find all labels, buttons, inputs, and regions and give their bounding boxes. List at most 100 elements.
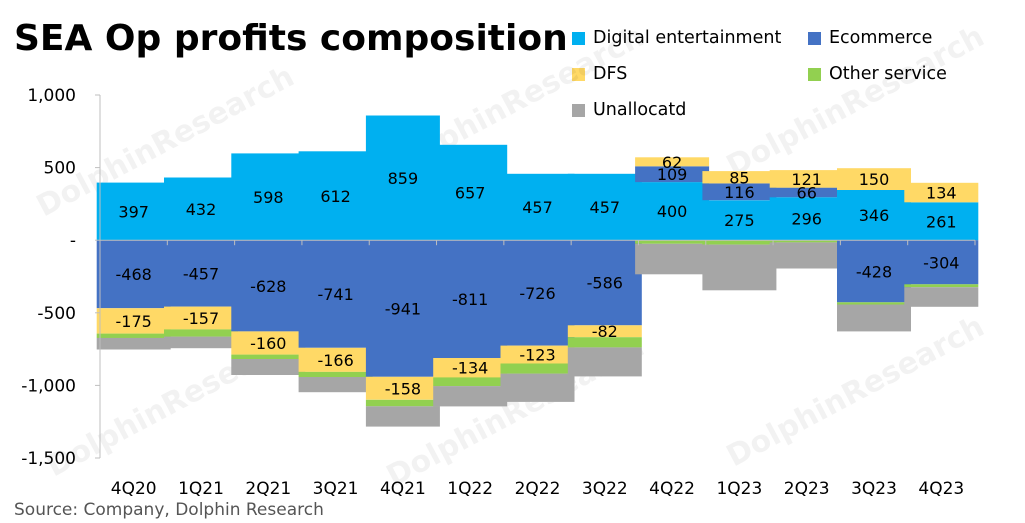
bar-1-7: [567, 240, 642, 326]
bar-4-12: [904, 287, 979, 307]
legend-label: Digital entertainment: [593, 28, 782, 48]
data-label-2-7: -82: [592, 322, 618, 341]
bar-4-1: [164, 336, 238, 349]
bar-1-1: [164, 240, 238, 307]
x-tick-label-5: 1Q22: [447, 479, 493, 499]
legend-item-4: Unallocatd: [572, 100, 686, 120]
bar-0-5: [433, 144, 508, 241]
x-tick-label-9: 1Q23: [716, 479, 762, 499]
legend-swatch: [572, 103, 585, 117]
data-label-1-7: -586: [587, 274, 623, 293]
data-label-0-3: 612: [320, 187, 351, 206]
data-label-0-10: 296: [791, 210, 822, 229]
x-tick-label-12: 4Q23: [918, 479, 964, 499]
bar-0-2: [231, 153, 306, 241]
x-tick-label-1: 1Q21: [178, 479, 224, 499]
bar-3-1: [164, 329, 238, 337]
source-note: Source: Company, Dolphin Research: [14, 500, 324, 520]
bar-2-5: [433, 358, 508, 378]
axes-layer: 1,000 500 - -500 -1,000 -1,500 4Q20 1Q21 2Q21 3Q2…: [21, 86, 976, 499]
data-label-2-11: 150: [859, 170, 890, 189]
bar-3-6: [500, 363, 575, 374]
bar-1-9: [702, 183, 777, 201]
x-tick-label-10: 2Q23: [784, 479, 830, 499]
bar-1-8: [635, 166, 710, 183]
data-label-0-7: 457: [590, 198, 621, 217]
data-label-2-2: -160: [250, 334, 286, 353]
bar-1-10: [769, 187, 844, 198]
bar-0-1: [164, 177, 238, 241]
data-label-2-4: -158: [385, 379, 421, 398]
bar-2-4: [365, 376, 440, 400]
bar-4-10: [769, 242, 844, 269]
bar-3-4: [365, 399, 440, 407]
bar-1-12: [904, 240, 979, 285]
bar-2-0: [96, 308, 171, 334]
data-label-0-2: 598: [253, 188, 284, 207]
x-tick-label-8: 4Q22: [649, 479, 695, 499]
data-label-0-1: 432: [186, 200, 217, 219]
bar-1-11: [837, 240, 911, 303]
bar-4-9: [702, 244, 777, 291]
bar-2-8: [635, 157, 710, 167]
data-label-1-2: -628: [250, 277, 286, 296]
legend-swatch: [572, 31, 585, 45]
bar-0-4: [365, 115, 440, 241]
bar-0-11: [837, 190, 911, 241]
bar-4-6: [500, 373, 575, 402]
bar-1-3: [298, 240, 373, 348]
data-label-1-0: -468: [116, 265, 152, 284]
data-label-0-6: 457: [522, 198, 553, 217]
bar-2-3: [298, 347, 373, 372]
bar-2-2: [231, 331, 306, 355]
data-label-2-10: 121: [791, 170, 822, 189]
bar-1-4: [365, 240, 440, 377]
bar-1-0: [96, 240, 171, 309]
bar-3-0: [96, 333, 171, 338]
data-label-1-11: -428: [856, 262, 892, 281]
data-label-1-8: 109: [657, 165, 688, 184]
data-label-0-12: 261: [926, 212, 957, 231]
x-tick-label-2: 2Q21: [245, 479, 291, 499]
bar-2-9: [702, 171, 777, 184]
bar-4-4: [365, 406, 440, 427]
bar-0-3: [298, 151, 373, 241]
bar-0-12: [904, 202, 979, 241]
data-label-1-9: 116: [724, 183, 755, 202]
legend-label: Ecommerce: [829, 28, 933, 48]
legend-item-3: Other service: [808, 64, 947, 84]
bar-4-5: [433, 386, 508, 407]
data-label-1-3: -741: [317, 285, 353, 304]
bar-3-3: [298, 371, 373, 377]
bar-0-8: [635, 182, 710, 241]
legend-label: Unallocatd: [593, 100, 687, 120]
data-label-2-9: 85: [729, 168, 749, 187]
x-tick-label-4: 4Q21: [380, 479, 426, 499]
bar-3-12: [904, 284, 979, 288]
x-tick-label-0: 4Q20: [111, 479, 157, 499]
bar-1-6: [500, 240, 575, 346]
legend-swatch: [572, 67, 585, 81]
data-label-2-12: 134: [926, 184, 957, 203]
y-tick-label-3: -500: [37, 304, 76, 324]
x-tick-label-7: 3Q22: [582, 479, 628, 499]
data-label-2-5: -134: [452, 359, 488, 378]
legend-swatch: [808, 31, 821, 45]
bar-1-2: [231, 240, 306, 332]
x-tick-label-11: 3Q23: [851, 479, 897, 499]
watermark-text: DolphinResearch: [721, 19, 990, 184]
data-label-2-1: -157: [183, 309, 219, 328]
bar-4-8: [635, 243, 710, 275]
data-label-0-5: 657: [455, 184, 486, 203]
bar-2-6: [500, 345, 575, 364]
data-label-0-0: 397: [118, 202, 149, 221]
bar-2-12: [904, 182, 979, 203]
legend-label: Other service: [829, 64, 947, 84]
y-tick-label-4: -1,000: [21, 376, 76, 396]
legend-item-1: Ecommerce: [808, 28, 932, 48]
data-label-1-4: -941: [385, 300, 421, 319]
legend-item-2: DFS: [572, 64, 627, 84]
legend-item-0: Digital entertainment: [572, 28, 781, 48]
x-tick-label-6: 2Q22: [515, 479, 561, 499]
bar-2-7: [567, 325, 642, 338]
